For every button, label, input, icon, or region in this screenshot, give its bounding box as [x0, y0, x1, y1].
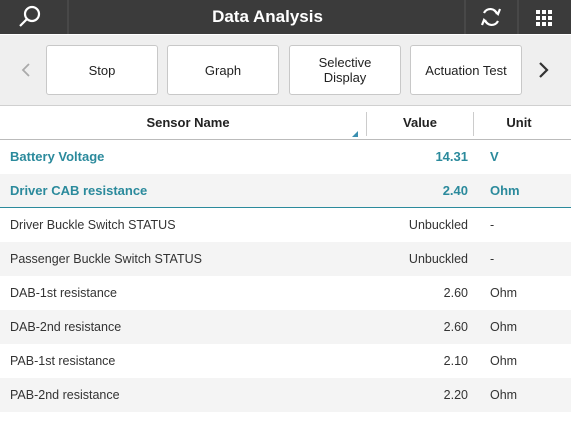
table-row[interactable]: DAB-2nd resistance 2.60 Ohm [0, 310, 571, 344]
sensor-value: 2.60 [443, 286, 468, 300]
sensor-value: 2.20 [443, 388, 468, 402]
table-row[interactable]: Driver Buckle Switch STATUS Unbuckled - [0, 208, 571, 242]
search-button[interactable] [19, 5, 41, 27]
table-row[interactable]: PAB-2nd resistance 2.20 Ohm [0, 378, 571, 412]
toolbar-button[interactable]: Stop [46, 45, 158, 95]
refresh-button[interactable] [480, 7, 502, 27]
prev-arrow[interactable] [21, 63, 30, 77]
sensor-unit: V [490, 149, 499, 164]
sensor-name: DAB-2nd resistance [10, 320, 122, 334]
sensor-unit: Ohm [490, 286, 518, 300]
sensor-name: Passenger Buckle Switch STATUS [10, 252, 202, 266]
table-row[interactable]: Passenger Buckle Switch STATUS Unbuckled - [0, 242, 571, 276]
sensor-unit: - [490, 218, 495, 232]
sensor-value: Unbuckled [408, 252, 468, 266]
table-row[interactable]: Battery Voltage 14.31 V [0, 140, 571, 174]
sensor-value: Unbuckled [408, 218, 468, 232]
sensor-unit: Ohm [490, 354, 518, 368]
title-bar: Data Analysis [0, 0, 571, 34]
table-header: Sensor Name Value Unit [0, 106, 571, 140]
table-row[interactable]: DAB-1st resistance 2.60 Ohm [0, 276, 571, 310]
toolbar-arrows [21, 62, 549, 78]
menu-grid-button[interactable] [536, 10, 552, 26]
sensor-value: 2.10 [443, 354, 468, 368]
toolbar-button[interactable]: Actuation Test [410, 45, 522, 95]
column-header: Value [403, 115, 437, 130]
sensor-value: 2.40 [442, 183, 468, 198]
sensor-unit: Ohm [490, 320, 518, 334]
sensor-unit: - [490, 252, 495, 266]
sensor-name: Battery Voltage [10, 149, 105, 164]
sensor-name: Driver CAB resistance [10, 183, 148, 198]
column-header: Unit [506, 115, 532, 130]
sensor-name: DAB-1st resistance [10, 286, 117, 300]
table-row[interactable]: Driver CAB resistance 2.40 Ohm [0, 174, 571, 208]
table-row[interactable]: PAB-1st resistance 2.10 Ohm [0, 344, 571, 378]
column-header[interactable]: Sensor Name [146, 115, 230, 130]
sensor-value: 14.31 [435, 149, 468, 164]
toolbar-button[interactable]: Graph [167, 45, 279, 95]
sensor-name: Driver Buckle Switch STATUS [10, 218, 176, 232]
page-title: Data Analysis [212, 7, 323, 26]
header-decor [352, 112, 474, 137]
next-arrow[interactable] [539, 62, 549, 78]
sensor-value: 2.60 [443, 320, 468, 334]
sort-indicator[interactable] [352, 131, 358, 137]
title-bar-icons [19, 0, 552, 34]
sensor-unit: Ohm [490, 388, 518, 402]
toolbar-button[interactable]: Selective Display [289, 45, 401, 95]
sensor-name: PAB-1st resistance [10, 354, 116, 368]
sensor-unit: Ohm [490, 183, 520, 198]
sensor-name: PAB-2nd resistance [10, 388, 120, 402]
toolbar: Stop Graph Selective Display Actuation Test [0, 35, 571, 106]
